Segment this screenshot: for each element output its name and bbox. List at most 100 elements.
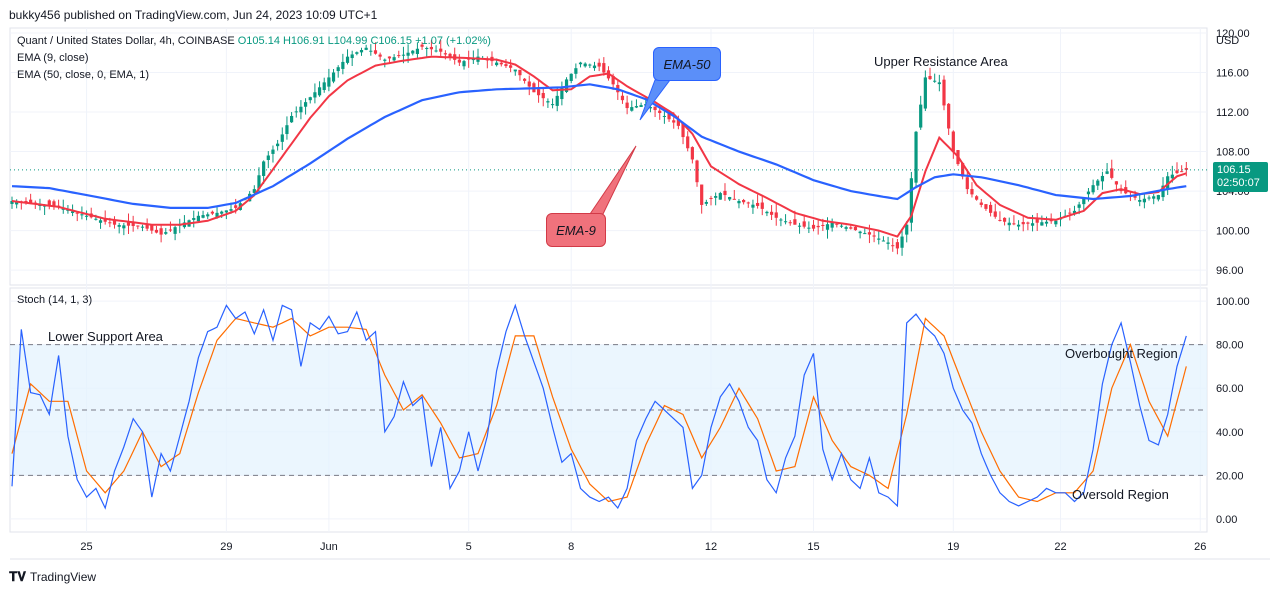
candle-body bbox=[825, 224, 830, 230]
candle-body bbox=[173, 227, 177, 234]
candle-body bbox=[597, 62, 601, 67]
candle-body bbox=[24, 200, 28, 203]
candle-body bbox=[1068, 212, 1072, 214]
candle-body bbox=[29, 199, 33, 203]
legend-ohlc: O105.14 H106.91 L104.99 C106.15 +1.07 (+… bbox=[237, 35, 491, 47]
x-tick-label: 22 bbox=[1054, 541, 1066, 553]
candle-body bbox=[411, 50, 415, 54]
price-tick-label: 100.00 bbox=[1216, 226, 1250, 238]
legend-symbol[interactable]: Quant / United States Dollar, 4h, COINBA… bbox=[17, 35, 491, 47]
candle-body bbox=[336, 67, 340, 72]
candle-body bbox=[872, 235, 876, 237]
candle-body bbox=[746, 202, 750, 204]
candle-body bbox=[634, 106, 639, 108]
candle-body bbox=[783, 221, 788, 223]
candle-body bbox=[495, 62, 499, 66]
candle-body bbox=[383, 59, 387, 61]
candle-body bbox=[1077, 204, 1081, 208]
candle-body bbox=[821, 224, 825, 226]
candle-body bbox=[1152, 196, 1156, 199]
candle-body bbox=[406, 52, 410, 56]
ema9-callout-arrow bbox=[589, 145, 637, 215]
candle-body bbox=[425, 48, 429, 50]
candle-body bbox=[662, 115, 666, 117]
x-tick-label: 29 bbox=[220, 541, 232, 553]
candle-body bbox=[700, 184, 704, 205]
candle-body bbox=[760, 202, 764, 209]
candle-body bbox=[443, 53, 447, 55]
candle-body bbox=[1175, 170, 1179, 174]
candle-body bbox=[341, 61, 345, 69]
currency-label: USD bbox=[1216, 35, 1239, 47]
candle-body bbox=[401, 54, 406, 56]
x-tick-label: 8 bbox=[568, 541, 574, 553]
candle-body bbox=[592, 65, 597, 69]
candle-body bbox=[140, 226, 145, 228]
candle-body bbox=[499, 62, 503, 65]
candle-body bbox=[94, 218, 98, 220]
stoch-tick-label: 60.00 bbox=[1216, 383, 1244, 395]
candle-body bbox=[15, 201, 19, 205]
candle-body bbox=[378, 54, 382, 57]
candle-body bbox=[839, 225, 844, 227]
candle-body bbox=[714, 196, 718, 198]
ema50-line bbox=[11, 83, 1187, 209]
candle-body bbox=[313, 92, 317, 98]
candle-body bbox=[1161, 185, 1165, 198]
candle-body bbox=[788, 222, 792, 224]
candle-body bbox=[569, 73, 573, 81]
candle-body bbox=[536, 89, 541, 96]
candle-body bbox=[611, 75, 615, 85]
candle-body bbox=[886, 242, 890, 244]
candle-body bbox=[933, 80, 937, 82]
x-tick-label: 25 bbox=[80, 541, 92, 553]
axes: 120.00116.00112.00108.00104.00100.0096.0… bbox=[80, 28, 1249, 553]
candle-body bbox=[257, 175, 261, 189]
legend-ema9[interactable]: EMA (9, close) bbox=[17, 52, 89, 64]
x-tick-label: 15 bbox=[807, 541, 819, 553]
legend-ema50[interactable]: EMA (50, close, 0, EMA, 1) bbox=[17, 69, 150, 81]
candle-body bbox=[737, 200, 741, 204]
candle-body bbox=[108, 222, 112, 224]
candle-body bbox=[560, 87, 564, 100]
callout-arrows bbox=[589, 79, 671, 215]
candle-body bbox=[1082, 198, 1086, 205]
candle-body bbox=[434, 50, 438, 52]
candle-body bbox=[970, 188, 974, 195]
candle-body bbox=[136, 225, 140, 227]
candle-body bbox=[369, 50, 373, 52]
candle-body bbox=[415, 48, 420, 54]
price-tick-label: 120.00 bbox=[1216, 28, 1250, 40]
candle-body bbox=[998, 219, 1002, 221]
candle-body bbox=[620, 95, 625, 101]
x-tick-label: 19 bbox=[947, 541, 959, 553]
candle-body bbox=[47, 200, 51, 206]
candle-body bbox=[709, 197, 713, 200]
candle-body bbox=[355, 52, 359, 54]
candle-body bbox=[229, 209, 233, 211]
candle-body bbox=[504, 64, 508, 67]
footer-brand[interactable]: 𝐓𝐕 TradingView bbox=[9, 569, 96, 585]
legend-stoch[interactable]: Stoch (14, 1, 3) bbox=[17, 294, 93, 306]
candle-body bbox=[429, 46, 433, 50]
annotation-lower-support: Lower Support Area bbox=[48, 329, 163, 344]
candle-body bbox=[1114, 181, 1119, 185]
candle-body bbox=[835, 223, 839, 225]
candle-body bbox=[853, 226, 858, 231]
candle-body bbox=[555, 95, 559, 106]
publish-header: bukky456 published on TradingView.com, J… bbox=[9, 8, 378, 22]
candle-body bbox=[984, 204, 988, 209]
candle-body bbox=[979, 202, 983, 205]
x-tick-label: Jun bbox=[320, 541, 338, 553]
annotation-oversold: Oversold Region bbox=[1072, 487, 1169, 502]
candle-body bbox=[150, 224, 154, 231]
candle-body bbox=[1030, 223, 1035, 226]
brand-name: TradingView bbox=[30, 570, 97, 584]
candle-body bbox=[103, 218, 107, 222]
candle-body bbox=[75, 212, 79, 214]
candle-body bbox=[262, 161, 266, 176]
candle-body bbox=[159, 228, 163, 235]
candle-body bbox=[373, 50, 378, 54]
candle-body bbox=[919, 104, 923, 128]
